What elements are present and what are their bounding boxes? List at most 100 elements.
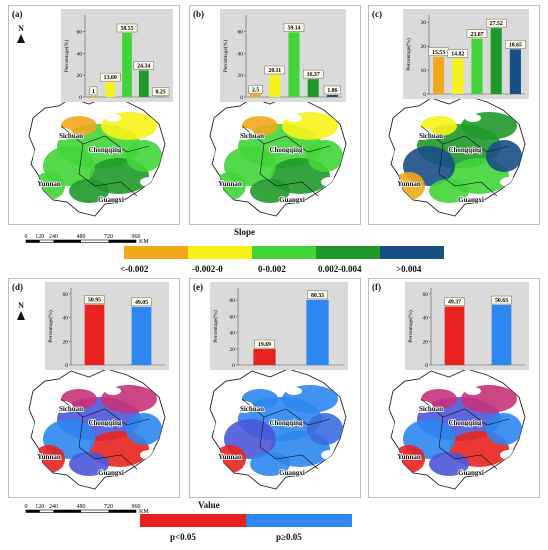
data-label: 80.33: [311, 293, 324, 299]
province-border: [438, 143, 498, 197]
region-map: Sichuan Chongqing Yunnan Guangxi: [28, 368, 166, 490]
map-gap: [465, 387, 481, 395]
panel-label: (b): [193, 9, 204, 19]
region-label: Guangxi: [279, 469, 305, 477]
region-label: Chongqing: [448, 419, 482, 427]
region-map: Sichuan Chongqing Yunnan Guangxi: [28, 95, 166, 217]
scale-bar: 0 120 240 480 720 960 KM: [22, 500, 162, 516]
data-label: 50.63: [495, 298, 508, 304]
map-gap: [53, 401, 73, 413]
y-tick-label: 0: [425, 363, 428, 369]
scale-tick-label: 240: [49, 234, 58, 240]
map-fill-patch: [126, 413, 162, 445]
panel-label: (c): [372, 9, 382, 19]
legend-swatch: [124, 246, 188, 259]
legend-label: >0.004: [396, 264, 422, 274]
data-label-box: [444, 297, 465, 306]
region-map: Sichuan Chongqing Yunnan Guangxi: [388, 95, 526, 217]
bar: [288, 32, 300, 97]
panel-f: (f) Sichuan Chongqing Yunnan Guangxi 0 20 40 6…: [368, 278, 540, 498]
province-border: [60, 125, 150, 153]
region-label: Chongqing: [269, 146, 303, 154]
map-fill-patch: [69, 179, 109, 203]
region-label: Guangxi: [458, 196, 484, 204]
bar: [306, 299, 329, 365]
y-tick-label: 60: [238, 29, 244, 35]
panel-label: (a): [12, 9, 23, 19]
bar-inset: 0 20 40 60 Percentage(%) 2.5 20.11 59.14 16.37 1.…: [220, 9, 346, 102]
legend-swatch: [380, 246, 444, 259]
data-label: 15.53: [432, 50, 445, 56]
region-map: Sichuan Chongqing Yunnan Guangxi: [388, 368, 526, 490]
bar: [269, 75, 281, 97]
region-map: Sichuan Chongqing Yunnan Guangxi: [209, 95, 347, 217]
slope-legend-title: Slope: [234, 227, 256, 237]
scale-bar: 0 120 240 480 720 960 KM: [22, 230, 162, 246]
region-label: Yunnan: [397, 453, 421, 461]
y-axis-title: Percentage(%): [47, 310, 54, 343]
region-label: Sichuan: [240, 132, 264, 140]
region-label: Guangxi: [98, 469, 124, 477]
map-gap: [33, 148, 45, 164]
map-fill-patch: [486, 140, 522, 172]
panel-d: (d) N Sichuan Chongqing Yunnan Guangxi 0 20 4…: [8, 278, 180, 498]
slope-colorbar: [124, 246, 444, 259]
y-axis-title: Percentage(%): [405, 38, 412, 71]
map-gap: [286, 114, 302, 122]
panel-label: (f): [372, 282, 381, 292]
bar-inset: 0 20 40 60 Percentage(%) 49.37 50.63: [405, 282, 529, 370]
y-tick-label: 80: [230, 298, 236, 304]
y-tick-label: 40: [238, 51, 244, 57]
y-tick-label: 0: [65, 363, 68, 369]
scale-unit: KM: [139, 509, 149, 515]
scale-tick-label: 720: [104, 234, 113, 240]
legend-swatch: [188, 246, 252, 259]
map-gap: [286, 387, 302, 395]
data-label-box: [485, 18, 507, 28]
y-tick-label: 20: [423, 339, 429, 345]
region-label: Chongqing: [88, 146, 122, 154]
scale-bar-segment: [53, 510, 81, 513]
scale-tick-label: 960: [132, 234, 141, 240]
scale-tick-label: 480: [77, 234, 86, 240]
data-label: 50.95: [88, 298, 101, 304]
region-label: Yunnan: [37, 180, 61, 188]
bar: [471, 38, 483, 94]
map-fill-patch: [429, 179, 469, 203]
scale-tick-label: 720: [104, 504, 113, 510]
data-label-box: [248, 85, 263, 94]
bar-chart: 0 20 40 60 Percentage(%) 1 13.60 58.55 24.34 0.25: [63, 15, 170, 101]
scale-tick-label: 0: [25, 234, 28, 240]
bar: [491, 305, 512, 365]
data-label-box: [133, 61, 155, 70]
bar: [138, 70, 149, 97]
map-fill-patch: [250, 452, 290, 476]
data-label: 24.34: [137, 63, 150, 69]
map-fill-patch: [307, 413, 343, 445]
panel-c: (c) Sichuan Chongqing Yunnan Guangxi 0 10 20 3…: [368, 5, 540, 225]
data-label: 58.55: [120, 26, 133, 32]
map-gap: [413, 401, 433, 413]
region-label: Chongqing: [448, 146, 482, 154]
y-tick-label: 20: [238, 73, 244, 79]
data-label: 19.69: [258, 342, 271, 348]
bar: [253, 349, 276, 365]
y-axis-title: Percentage(%): [222, 40, 229, 73]
data-label-box: [323, 85, 341, 95]
panel-label: (d): [12, 282, 23, 292]
y-tick-label: 40: [230, 331, 236, 337]
bar: [122, 32, 132, 97]
data-label: 18.65: [509, 42, 522, 48]
data-label-box: [307, 290, 328, 300]
bar-chart: 0 20 40 60 80 Percentage(%) 19.69 80.33: [212, 288, 344, 369]
scale-tick-label: 120: [35, 234, 44, 240]
bar: [490, 28, 502, 94]
map-gap: [234, 401, 254, 413]
map-gap: [140, 177, 158, 187]
panel-b: (b) Sichuan Chongqing Yunnan Guangxi 0 20 40 6…: [189, 5, 361, 225]
data-label-box: [116, 23, 138, 33]
map-fill-patch: [126, 140, 162, 172]
province-border: [438, 416, 498, 470]
y-tick-label: 40: [63, 316, 69, 322]
